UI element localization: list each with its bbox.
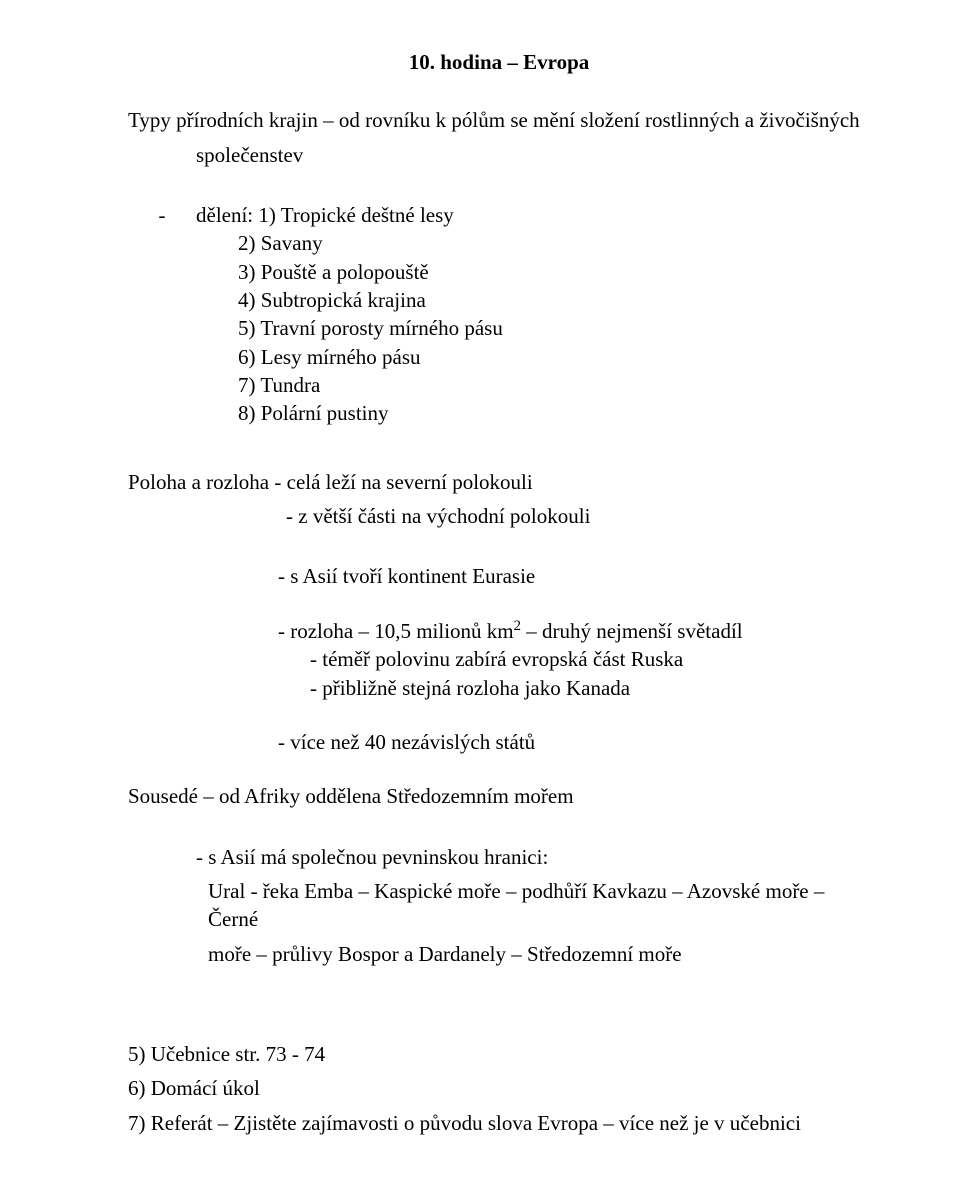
rozloha-sub-1: - téměř polovinu zabírá evropská část Ru… [128,645,870,673]
rozloha-line: - rozloha – 10,5 milionů km2 – druhý nej… [128,617,870,645]
hranice-body-1: Ural - řeka Emba – Kaspické moře – podhů… [128,877,870,934]
rozloha-sub-2: - přibližně stejná rozloha jako Kanada [128,674,870,702]
deleni-item: 8) Polární pustiny [128,399,870,427]
deleni-lead-row: - dělení: 1) Tropické deštné lesy [128,201,870,229]
deleni-item: 5) Travní porosty mírného pásu [128,314,870,342]
staty-line: - více než 40 nezávislých států [128,728,870,756]
dash-bullet: - [128,201,196,229]
asie-line: - s Asií tvoří kontinent Eurasie [128,562,870,590]
deleni-lead: dělení: 1) Tropické deštné lesy [196,201,454,229]
footer-item: 6) Domácí úkol [128,1074,870,1102]
deleni-item: 3) Pouště a polopouště [128,258,870,286]
deleni-item: 4) Subtropická krajina [128,286,870,314]
poloha-line-2: - z větší části na východní polokouli [128,502,870,530]
page-title: 10. hodina – Evropa [128,48,870,76]
rozloha-pre: - rozloha – 10,5 milionů km [278,619,514,643]
poloha-line-1: Poloha a rozloha - celá leží na severní … [128,468,870,496]
intro-line-2: společenstev [128,141,870,169]
rozloha-sup: 2 [514,618,521,634]
deleni-item: 6) Lesy mírného pásu [128,343,870,371]
footer-item: 5) Učebnice str. 73 - 74 [128,1040,870,1068]
deleni-item: 2) Savany [128,229,870,257]
sousede-line: Sousedé – od Afriky oddělena Středozemní… [128,782,870,810]
deleni-item: 7) Tundra [128,371,870,399]
intro-line-1: Typy přírodních krajin – od rovníku k pó… [128,106,870,134]
hranice-lead: - s Asií má společnou pevninskou hranici… [128,843,870,871]
footer-item: 7) Referát – Zjistěte zajímavosti o půvo… [128,1109,870,1137]
hranice-body-2: moře – průlivy Bospor a Dardanely – Stře… [128,940,870,968]
rozloha-post: – druhý nejmenší světadíl [521,619,743,643]
